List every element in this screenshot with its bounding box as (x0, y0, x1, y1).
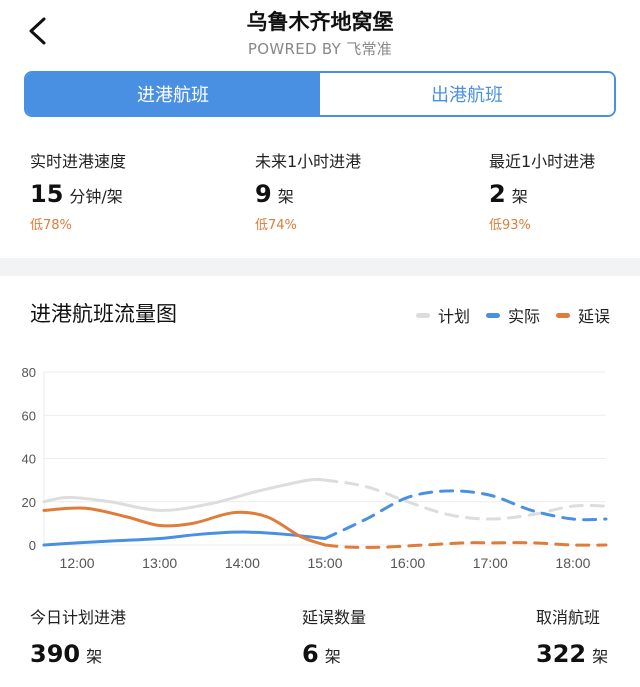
summary-unit: 架 (324, 647, 341, 666)
series-line-1-actual (42, 530, 327, 547)
stat-arrival-speed: 实时进港速度 15 分钟/架 低78% (30, 148, 126, 233)
legend-label: 延误 (577, 307, 610, 326)
summary-unit: 架 (592, 647, 609, 666)
y-tick-label: 40 (22, 452, 36, 467)
realtime-stats: 实时进港速度 15 分钟/架 低78% 未来1小时进港 9 架 低74% 最近1… (0, 148, 640, 248)
legend-item-plan[interactable]: 计划 (415, 303, 470, 327)
app-header: 乌鲁木齐地窝堡 POWRED BY 飞常准 (0, 0, 640, 64)
summary-unit: 架 (86, 647, 103, 666)
stat-change: 低74% (255, 218, 297, 233)
legend-swatch (555, 312, 570, 318)
back-arrow-icon[interactable] (22, 14, 56, 48)
summary-label: 延误数量 (302, 608, 367, 627)
chart-legend: 计划 实际 延误 (400, 303, 610, 327)
stat-value: 15 (30, 180, 64, 208)
page-subtitle: POWRED BY 飞常准 (247, 40, 393, 58)
series-line-0-actual (42, 477, 327, 512)
chart-title: 进港航班流量图 (30, 302, 177, 326)
tab-arrivals[interactable]: 进港航班 (26, 73, 320, 115)
summary-planned: 今日计划进港 390 架 (30, 604, 126, 668)
y-tick-label: 80 (22, 365, 36, 380)
summary-value: 322 (536, 640, 587, 668)
stat-unit: 架 (511, 187, 528, 206)
stat-unit: 分钟/架 (69, 187, 123, 206)
summary-label: 取消航班 (536, 608, 601, 627)
stat-value: 9 (255, 180, 272, 208)
series-line-2-actual (42, 506, 327, 547)
flow-chart: 0 20 40 60 80 12:00 13:00 14:00 15:00 16:00 17:00 1… (22, 365, 608, 571)
stat-label: 实时进港速度 (30, 152, 127, 171)
series-line-2-forecast (323, 541, 608, 549)
stat-value: 2 (489, 180, 506, 208)
x-tick-label: 16:00 (390, 555, 425, 571)
summary-label: 今日计划进港 (30, 608, 127, 627)
section-divider (0, 258, 640, 276)
x-tick-label: 14:00 (225, 555, 260, 571)
series-line-0-forecast (323, 478, 608, 521)
x-tick-label: 18:00 (555, 555, 590, 571)
legend-item-actual[interactable]: 实际 (485, 303, 540, 327)
summary-value: 6 (302, 640, 319, 668)
x-tick-label: 13:00 (142, 555, 177, 571)
stat-label: 未来1小时进港 (255, 152, 362, 171)
legend-label: 实际 (507, 307, 540, 326)
stat-last-hour-arrivals: 最近1小时进港 2 架 低93% (489, 148, 595, 233)
stat-change: 低78% (30, 218, 72, 233)
x-tick-label: 17:00 (473, 555, 508, 571)
summary-value: 390 (30, 640, 81, 668)
daily-summary: 今日计划进港 390 架 延误数量 6 架 取消航班 322 架 (0, 604, 640, 684)
legend-label: 计划 (437, 307, 470, 326)
legend-swatch (485, 312, 500, 318)
stat-unit: 架 (277, 187, 294, 206)
y-tick-label: 60 (22, 408, 36, 423)
x-tick-label: 15:00 (307, 555, 342, 571)
legend-item-delayed[interactable]: 延误 (555, 303, 610, 327)
summary-delayed: 延误数量 6 架 (302, 604, 366, 668)
series-line-1-forecast (323, 489, 608, 541)
legend-swatch (415, 312, 430, 318)
stat-next-hour-arrivals: 未来1小时进港 9 架 低74% (255, 148, 361, 233)
stat-change: 低93% (489, 218, 531, 233)
x-tick-label: 12:00 (60, 555, 95, 571)
y-tick-label: 0 (29, 538, 36, 553)
y-tick-label: 20 (22, 495, 36, 510)
summary-cancelled: 取消航班 322 架 (536, 604, 608, 668)
stat-label: 最近1小时进港 (489, 152, 596, 171)
tab-departures[interactable]: 出港航班 (320, 73, 614, 115)
flight-direction-tabs: 进港航班 出港航班 (24, 71, 616, 117)
page-title: 乌鲁木齐地窝堡 (246, 10, 394, 34)
